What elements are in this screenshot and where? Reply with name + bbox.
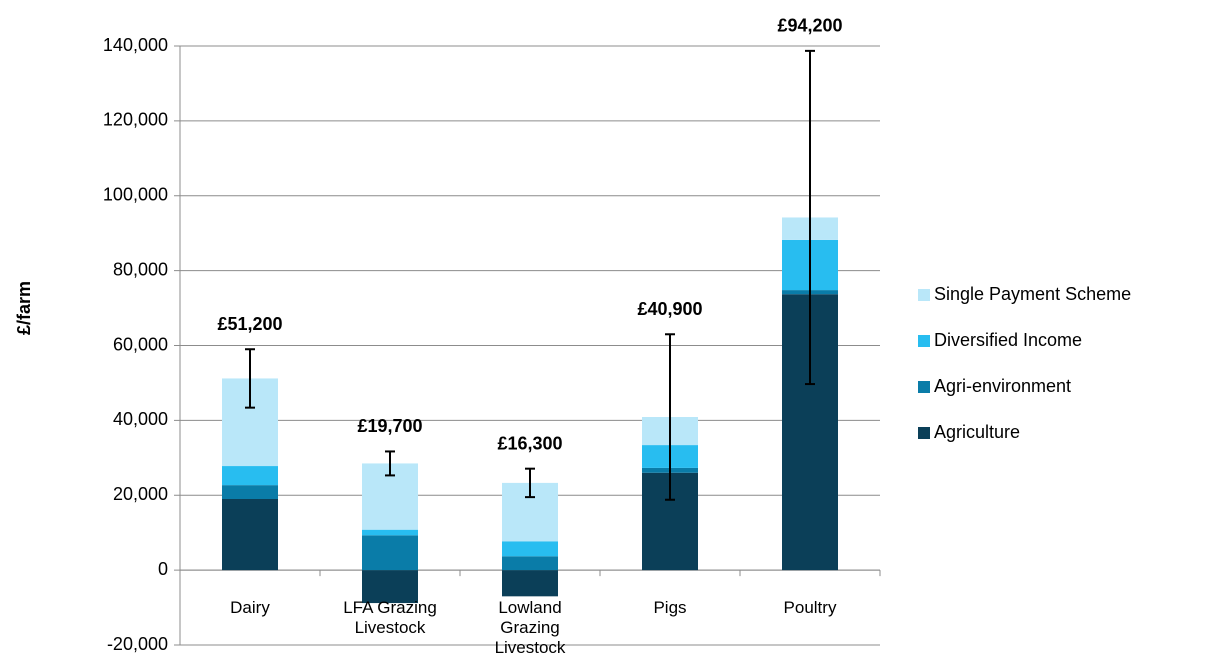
total-label: £16,300 [497, 433, 562, 453]
bar-segment [222, 485, 278, 499]
bar-segment [502, 570, 558, 597]
bar-segment [222, 466, 278, 486]
y-tick-label: 140,000 [103, 35, 168, 55]
x-tick-label: Dairy [230, 598, 270, 618]
legend-label: Agriculture [934, 422, 1020, 442]
bar-segment [362, 529, 418, 536]
y-tick-label: 80,000 [113, 259, 168, 279]
legend-swatch [918, 427, 930, 439]
total-label: £19,700 [357, 416, 422, 436]
y-tick-label: 120,000 [103, 110, 168, 130]
x-tick-label: Lowland Grazing Livestock [494, 598, 566, 658]
total-label: £94,200 [777, 16, 842, 36]
x-tick-label: Pigs [653, 598, 687, 618]
legend-swatch [918, 289, 930, 301]
bar-segment [502, 556, 558, 571]
bar-segment [362, 535, 418, 571]
y-tick-label: 60,000 [113, 334, 168, 354]
y-tick-label: 100,000 [103, 185, 168, 205]
y-tick-label: -20,000 [107, 634, 168, 654]
bar-segment [362, 570, 418, 604]
total-label: £51,200 [217, 314, 282, 334]
legend-label: Agri-environment [934, 376, 1071, 396]
y-axis-label: £/farm [14, 281, 34, 335]
legend-swatch [918, 335, 930, 347]
y-tick-label: 20,000 [113, 484, 168, 504]
total-label: £40,900 [637, 299, 702, 319]
x-tick-label: LFA Grazing Livestock [343, 598, 437, 638]
y-tick-label: 40,000 [113, 409, 168, 429]
legend-label: Single Payment Scheme [934, 284, 1131, 304]
legend-label: Diversified Income [934, 330, 1082, 350]
legend-swatch [918, 381, 930, 393]
bar-segment [502, 541, 558, 557]
y-tick-label: 0 [158, 559, 168, 579]
x-tick-label: Poultry [783, 598, 837, 618]
bar-segment [222, 498, 278, 571]
